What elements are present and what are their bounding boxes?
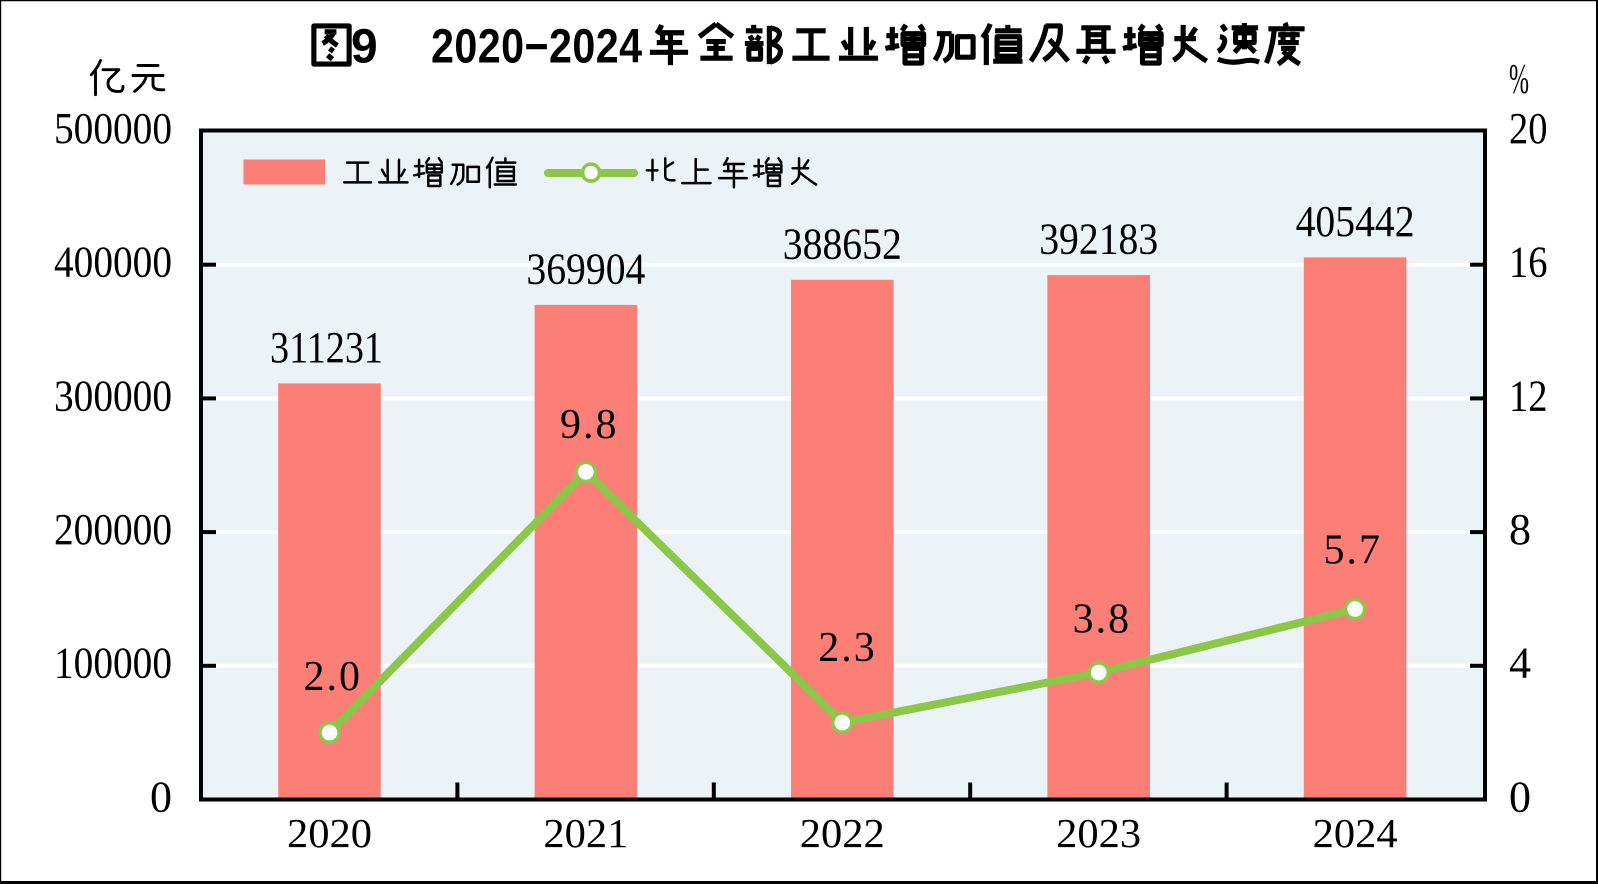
- svg-text:0: 0: [1509, 772, 1531, 821]
- svg-text:5.7: 5.7: [1324, 527, 1383, 573]
- svg-text:%: %: [1509, 57, 1529, 103]
- svg-text:2021: 2021: [543, 810, 628, 856]
- svg-text:311231: 311231: [270, 323, 383, 372]
- svg-text:9.8: 9.8: [560, 402, 619, 448]
- svg-text:200000: 200000: [54, 505, 172, 554]
- svg-text:2024: 2024: [1313, 810, 1398, 856]
- svg-text:2023: 2023: [1056, 810, 1141, 856]
- svg-text:500000: 500000: [54, 104, 172, 153]
- svg-text:4: 4: [1509, 639, 1531, 688]
- svg-text:9: 9: [351, 21, 378, 74]
- svg-text:20: 20: [1509, 104, 1548, 153]
- svg-text:100000: 100000: [54, 639, 172, 688]
- svg-text:12: 12: [1509, 371, 1548, 420]
- svg-text:405442: 405442: [1296, 197, 1415, 246]
- svg-text:388652: 388652: [783, 219, 902, 268]
- svg-text:392183: 392183: [1039, 215, 1158, 264]
- svg-text:3.8: 3.8: [1073, 596, 1132, 642]
- svg-text:2.3: 2.3: [818, 625, 877, 671]
- svg-text:0: 0: [150, 772, 172, 821]
- svg-text:16: 16: [1509, 238, 1548, 287]
- svg-text:8: 8: [1509, 505, 1531, 554]
- svg-text:400000: 400000: [54, 238, 172, 287]
- svg-text:2022: 2022: [800, 810, 885, 856]
- svg-text:2.0: 2.0: [304, 654, 363, 700]
- svg-text:369904: 369904: [526, 244, 645, 293]
- svg-text:2020−2024: 2020−2024: [431, 21, 643, 74]
- svg-text:300000: 300000: [54, 371, 172, 420]
- svg-text:2020: 2020: [287, 810, 372, 856]
